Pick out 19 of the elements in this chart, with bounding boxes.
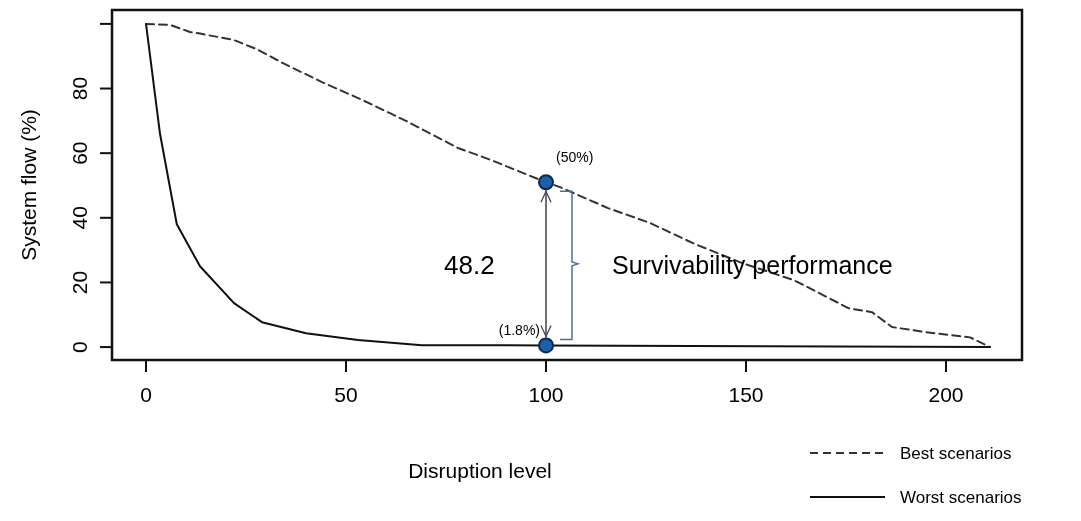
x-tick-label: 150 xyxy=(728,383,764,406)
legend-label: Worst scenarios xyxy=(900,487,1022,507)
annotation: Survivability performance xyxy=(612,250,893,279)
x-tick-label: 50 xyxy=(334,383,358,406)
line-series xyxy=(145,22,991,349)
x-tick-label: 200 xyxy=(928,383,964,406)
legend-label: Best scenarios xyxy=(900,443,1012,463)
x-tick-label: 100 xyxy=(528,383,564,406)
y-tick-label: 40 xyxy=(68,206,92,230)
annotation: 48.2 xyxy=(444,249,495,280)
y-tick-label: 0 xyxy=(68,341,92,353)
annotation: (50%) xyxy=(556,149,594,166)
y-tick-label: 20 xyxy=(68,270,92,295)
annotation: (1.8%) xyxy=(498,322,540,339)
y-axis-title: System flow (%) xyxy=(16,109,40,261)
x-tick-label: 0 xyxy=(140,383,152,406)
y-tick-label: 60 xyxy=(68,141,92,165)
x-axis-title: Disruption level xyxy=(408,459,552,482)
y-tick-label: 80 xyxy=(68,76,92,101)
